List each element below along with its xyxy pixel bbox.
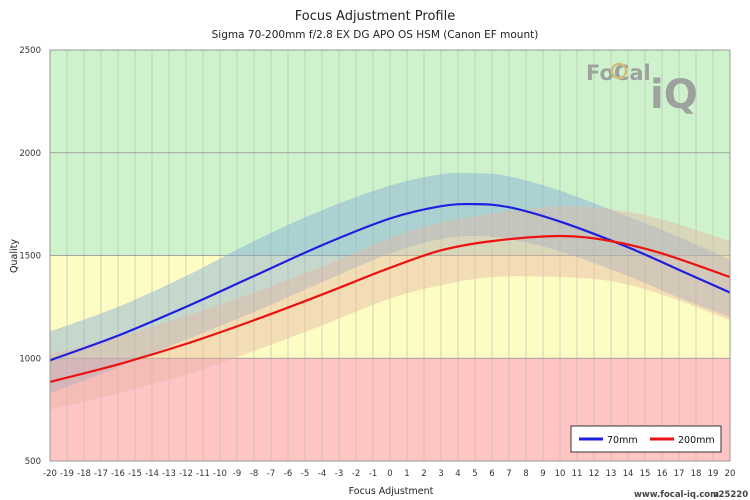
chart-subtitle: Sigma 70-200mm f/2.8 EX DG APO OS HSM (C… xyxy=(212,29,539,41)
x-tick-label: -20 xyxy=(43,469,57,479)
y-axis-label: Quality xyxy=(9,239,20,273)
x-tick-label: -10 xyxy=(213,469,227,479)
x-tick-label: 5 xyxy=(472,469,477,479)
x-tick-label: -6 xyxy=(284,469,292,479)
x-tick-label: -14 xyxy=(145,469,159,479)
x-tick-label: 9 xyxy=(540,469,545,479)
x-tick-label: 8 xyxy=(523,469,528,479)
series-line-200mm xyxy=(49,234,731,383)
x-tick-label: -15 xyxy=(128,469,142,479)
y-tick-label: 2500 xyxy=(19,46,41,56)
x-tick-label: 3 xyxy=(438,469,443,479)
x-tick-label: 15 xyxy=(640,469,651,479)
x-tick-label: -2 xyxy=(352,469,360,479)
x-tick-label: -17 xyxy=(94,469,108,479)
legend-label-70mm: 70mm xyxy=(607,435,638,446)
series-line-70mm xyxy=(49,202,731,362)
x-tick-label: -13 xyxy=(162,469,176,479)
footer-site: www.focal-iq.com xyxy=(634,490,719,500)
plot-border xyxy=(49,49,731,462)
x-tick-label: -7 xyxy=(267,469,275,479)
logo-lens-icon xyxy=(610,62,628,80)
x-tick-label: -5 xyxy=(301,469,309,479)
x-tick-label: 10 xyxy=(555,469,566,479)
x-tick-label: 4 xyxy=(455,469,460,479)
x-tick-label: -9 xyxy=(233,469,241,479)
confidence-bands xyxy=(50,172,730,410)
logo-suffix-text: iQ xyxy=(650,72,698,118)
x-tick-label: 19 xyxy=(708,469,719,479)
x-tick-label: -12 xyxy=(179,469,193,479)
chart-title: Focus Adjustment Profile xyxy=(295,9,455,24)
x-axis-label: Focus Adjustment xyxy=(349,486,434,497)
x-tick-label: 17 xyxy=(674,469,685,479)
x-tick-label: 12 xyxy=(589,469,600,479)
x-tick-label: 16 xyxy=(657,469,668,479)
legend-label-200mm: 200mm xyxy=(678,435,715,446)
x-tick-label: -19 xyxy=(60,469,74,479)
y-tick-label: 2000 xyxy=(19,149,41,159)
x-tick-label: 6 xyxy=(489,469,494,479)
x-tick-label: -18 xyxy=(77,469,91,479)
band-200mm xyxy=(50,206,730,410)
x-tick-label: 20 xyxy=(725,469,736,479)
x-tick-label: -11 xyxy=(196,469,210,479)
x-tick-label: 14 xyxy=(623,469,634,479)
y-tick-label: 500 xyxy=(25,457,41,467)
x-tick-label: 0 xyxy=(387,469,392,479)
x-tick-label: 13 xyxy=(606,469,617,479)
x-tick-labels: -20 -19 -18 -17 -16 -15 -14 -13 -12 -11 -10 -9 -8 -7-… xyxy=(43,469,735,479)
series-lines xyxy=(49,202,731,383)
legend: 70mm 200mm xyxy=(570,425,722,453)
x-tick-label: -1 xyxy=(369,469,377,479)
x-tick-label: -8 xyxy=(250,469,258,479)
x-tick-label: 7 xyxy=(506,469,511,479)
band-70mm xyxy=(50,172,730,394)
x-tick-label: 11 xyxy=(572,469,583,479)
focal-iq-logo: FoCal iQ xyxy=(586,61,698,118)
y-tick-labels: 500 1000 1500 2000 2500 xyxy=(19,46,41,467)
x-tick-label: -4 xyxy=(318,469,326,479)
footer-version: v25220 xyxy=(713,490,748,500)
footer: www.focal-iq.com v25220 xyxy=(634,490,748,500)
x-tick-label: -3 xyxy=(335,469,343,479)
y-tick-label: 1000 xyxy=(19,354,41,364)
x-tick-label: 18 xyxy=(691,469,702,479)
x-tick-label: -16 xyxy=(111,469,125,479)
x-tick-label: 1 xyxy=(404,469,409,479)
x-tick-label: 2 xyxy=(421,469,426,479)
y-tick-label: 1500 xyxy=(19,252,41,262)
